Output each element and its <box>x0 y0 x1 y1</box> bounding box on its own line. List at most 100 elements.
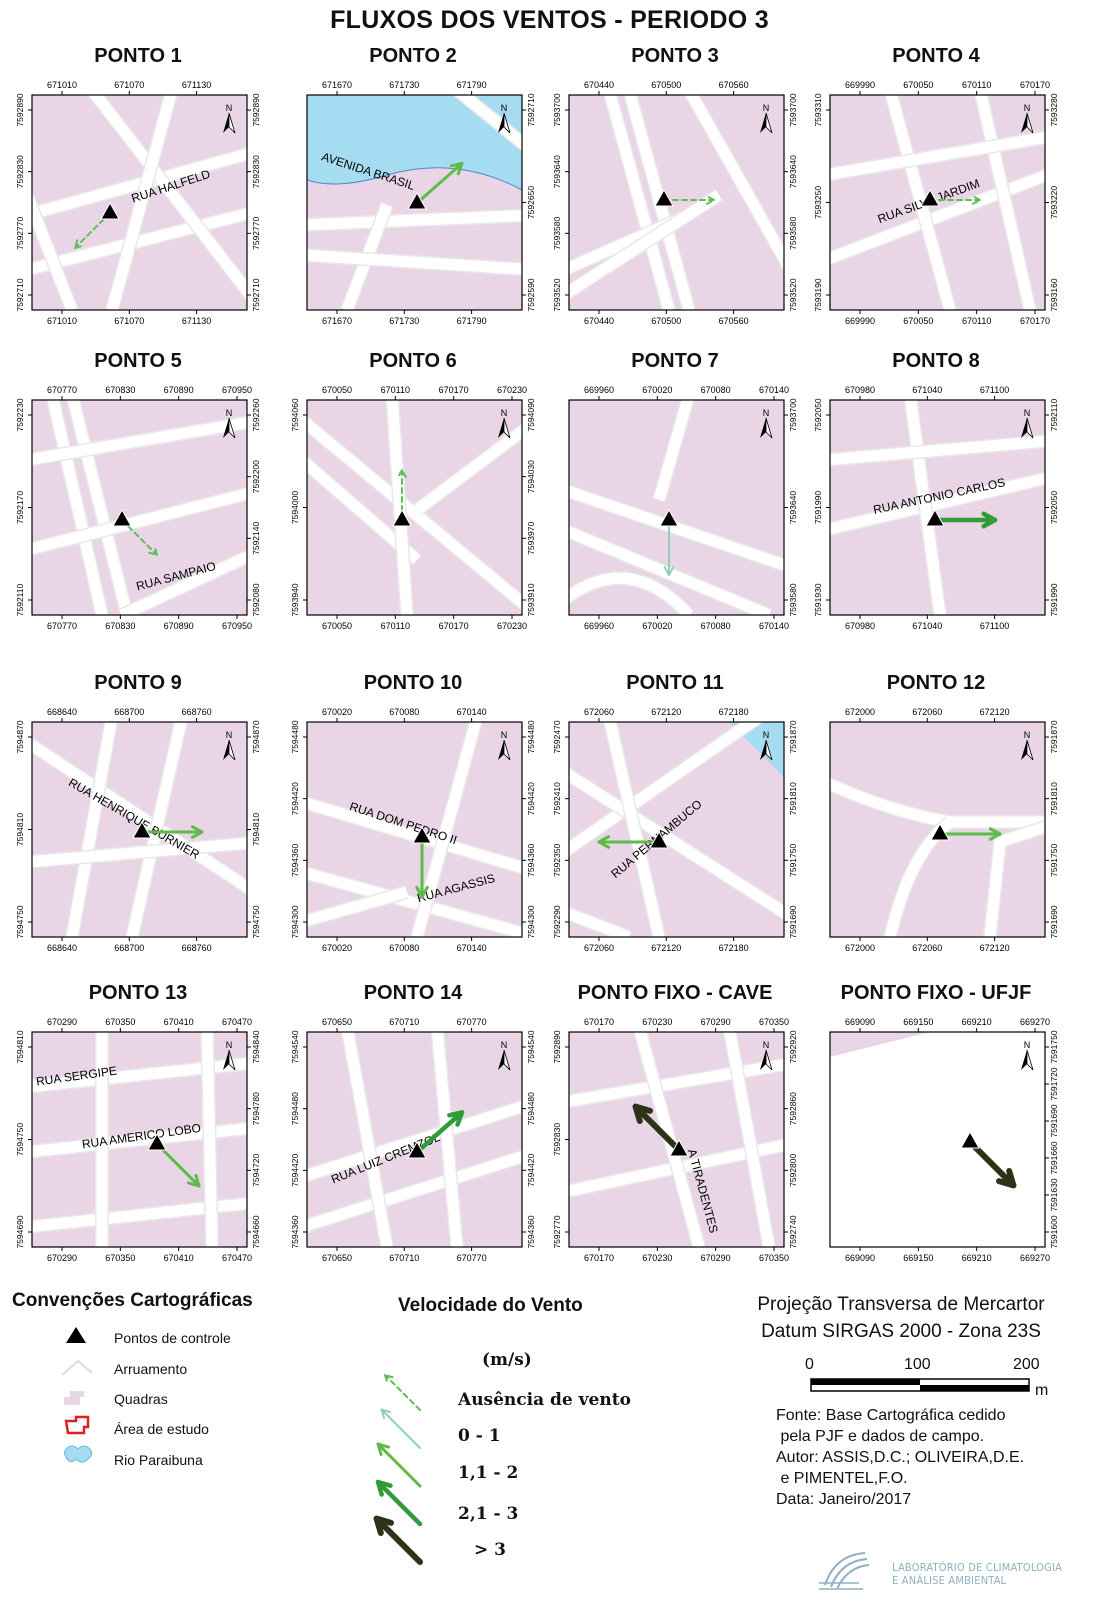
coord-label-y: 7594090 <box>526 398 536 431</box>
coord-label-x: 671670 <box>322 80 352 90</box>
panel-title: PONTO 14 <box>363 982 463 1004</box>
coord-label-x: 671070 <box>114 316 144 326</box>
coord-label-x: 670170 <box>439 385 469 395</box>
coord-label-x: 670470 <box>222 1253 252 1263</box>
coord-label-x: 669090 <box>845 1253 875 1263</box>
coord-label-y: 7591720 <box>1049 1067 1059 1100</box>
coord-label-x: 670950 <box>222 385 252 395</box>
coord-label-y: 7591750 <box>788 844 798 877</box>
panel-title: PONTO 8 <box>892 350 980 372</box>
coord-label-y: 7594720 <box>251 1154 261 1187</box>
coord-label-y: 7592710 <box>15 278 25 311</box>
coord-label-x: 669150 <box>903 1253 933 1263</box>
north-arrow-icon: N <box>498 1040 511 1071</box>
map-title: FLUXOS DOS VENTOS - PERIODO 3 <box>330 6 769 34</box>
coord-label-y: 7594360 <box>290 1215 300 1248</box>
coord-label-y: 7594870 <box>15 720 25 753</box>
coord-label-y: 7592830 <box>15 155 25 188</box>
conventions-item-0: Pontos de controle <box>114 1330 231 1346</box>
coord-label-x: 670410 <box>164 1017 194 1027</box>
north-label: N <box>226 1040 233 1050</box>
map-panel-7: PONTO 7 N 669960 670020 670080 670140 669960 67… <box>545 350 805 665</box>
coord-label-x: 672120 <box>980 707 1010 717</box>
scale-bar <box>810 1378 1030 1392</box>
coord-label-y: 7594360 <box>526 844 536 877</box>
coord-label-x: 668760 <box>182 943 212 953</box>
north-arrow-icon: N <box>223 1040 236 1071</box>
coord-label-y: 7594000 <box>290 491 300 524</box>
map-panel-11: PONTO 11 N 672060 672120 672180 672060 672120 6… <box>545 672 805 987</box>
coord-label-y: 7594810 <box>251 813 261 846</box>
street-line <box>454 95 522 150</box>
north-label: N <box>763 730 770 740</box>
coord-label-x: 671100 <box>980 621 1009 631</box>
wind-arrow <box>597 835 661 849</box>
coord-label-y: 7594540 <box>526 1030 536 1063</box>
coord-label-y: 7593700 <box>788 398 798 431</box>
coord-label-x: 672120 <box>651 707 681 717</box>
map-panel-9: PONTO 9 N 668640 668700 668760 668640 668700 66… <box>8 672 268 987</box>
coord-label-y: 7594750 <box>15 1123 25 1156</box>
coord-label-y: 7591930 <box>813 583 823 616</box>
street-line <box>32 738 247 894</box>
north-arrow-icon: N <box>760 103 773 134</box>
coord-label-x: 670170 <box>1020 316 1050 326</box>
wind-arrow <box>663 519 675 576</box>
north-label: N <box>226 103 233 113</box>
coord-label-y: 7592260 <box>251 398 261 431</box>
coord-label-x: 670980 <box>845 385 875 395</box>
coord-label-x: 669270 <box>1020 1017 1050 1027</box>
coord-label-x: 671130 <box>182 316 211 326</box>
coord-label-y: 7594480 <box>290 720 300 753</box>
coord-label-x: 670470 <box>222 1017 252 1027</box>
scale-label-0: 0 <box>805 1356 814 1373</box>
street-line <box>307 210 522 231</box>
coord-label-y: 7593250 <box>813 186 823 219</box>
panel-map: N 672000 672060 672120 672000 672060 672120 759… <box>829 707 1059 953</box>
north-label: N <box>1024 103 1031 113</box>
control-point-icon <box>649 830 669 849</box>
coord-label-x: 670770 <box>457 1253 487 1263</box>
street-line <box>569 485 784 571</box>
panel-title: PONTO 3 <box>631 45 719 67</box>
credits-line-0: Fonte: Base Cartográfica cedido <box>776 1407 1006 1424</box>
wind-arrow <box>155 1142 201 1188</box>
north-arrow-icon: N <box>1021 730 1034 761</box>
coord-label-y: 7592710 <box>526 93 536 126</box>
north-arrow-icon: N <box>760 1040 773 1071</box>
north-arrow-icon: N <box>1021 408 1034 439</box>
coord-label-x: 670050 <box>322 385 352 395</box>
street-line <box>885 95 956 310</box>
north-arrow-icon: N <box>1021 1040 1034 1071</box>
control-point-icon <box>654 188 674 207</box>
coord-label-y: 7594360 <box>290 844 300 877</box>
panel-frame <box>31 94 248 311</box>
north-label: N <box>763 1040 770 1050</box>
coord-label-y: 7592050 <box>813 398 823 431</box>
coord-label-x: 670710 <box>389 1017 419 1027</box>
street-line <box>685 95 784 270</box>
coord-label-x: 672180 <box>719 943 749 953</box>
map-panel-3: PONTO 3 N 670440 670500 670560 670440 670500 67… <box>545 45 805 360</box>
coord-label-y: 7593520 <box>788 278 798 311</box>
coord-label-x: 670440 <box>584 80 614 90</box>
coord-label-y: 7594420 <box>526 1154 536 1187</box>
street-line <box>984 821 1045 937</box>
street-line <box>653 400 694 502</box>
coord-label-x: 670020 <box>322 943 352 953</box>
north-label: N <box>501 730 508 740</box>
map-panel-10: PONTO 10 N 670020 670080 670140 670020 670080 6… <box>283 672 543 987</box>
north-label: N <box>1024 408 1031 418</box>
coord-label-y: 7592290 <box>552 905 562 938</box>
coord-label-y: 7594840 <box>251 1030 261 1063</box>
coord-label-x: 670950 <box>222 621 252 631</box>
coord-label-y: 7591870 <box>788 720 798 753</box>
coord-label-x: 670020 <box>642 385 672 395</box>
coord-label-y: 7591990 <box>1049 583 1059 616</box>
coord-label-y: 7591690 <box>788 905 798 938</box>
coord-label-y: 7592230 <box>15 398 25 431</box>
coord-label-x: 672060 <box>912 707 942 717</box>
street-line <box>126 722 187 937</box>
control-point-icon <box>669 1138 689 1157</box>
coord-label-x: 670080 <box>389 943 419 953</box>
